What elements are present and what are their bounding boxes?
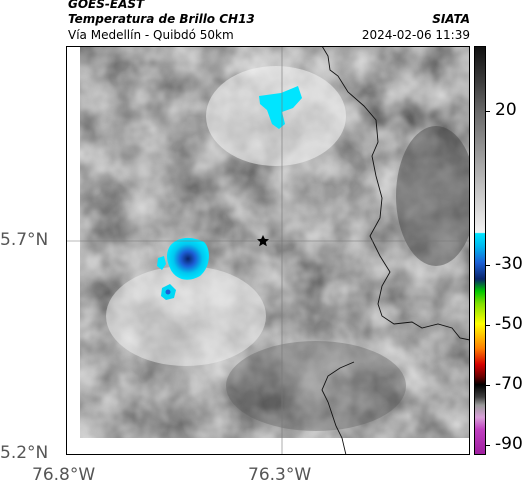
lat-label-5.7: 5.7°N (0, 230, 49, 250)
cold-cloud-north (259, 86, 302, 129)
department-border-south (321, 361, 355, 455)
colorbar-tick-minus30: -30 (495, 254, 523, 274)
product-title: Temperatura de Brillo CH13 (68, 12, 255, 26)
star-marker-icon (257, 235, 269, 247)
cold-cloud-small-a (157, 256, 166, 270)
department-border (321, 46, 470, 341)
colorbar (474, 46, 486, 455)
bright-cloud-west (106, 266, 266, 366)
datetime-label: 2024-02-06 11:39 (361, 28, 470, 42)
cold-cloud-core (167, 237, 209, 280)
lon-label-76.8: 76.8°W (32, 465, 96, 485)
dark-region-east (396, 126, 470, 266)
map-border (66, 46, 470, 455)
lon-label-76.3: 76.3°W (248, 465, 312, 485)
region-label: Vía Medellín - Quibdó 50km (68, 28, 234, 42)
satellite-map (66, 46, 470, 455)
satellite-title: GOES-EAST (68, 0, 145, 11)
colorbar-tick-minus70: -70 (495, 374, 523, 394)
source-label: SIATA (432, 12, 470, 26)
colorbar-tick-minus50: -50 (495, 314, 523, 334)
colorbar-tick-minus90: -90 (495, 434, 523, 454)
colorbar-tick-20: 20 (495, 100, 517, 120)
satellite-image (66, 46, 470, 455)
dark-region-south (226, 341, 406, 431)
cold-cloud-small-b-center (165, 289, 171, 295)
lat-label-5.2: 5.2°N (0, 443, 49, 463)
